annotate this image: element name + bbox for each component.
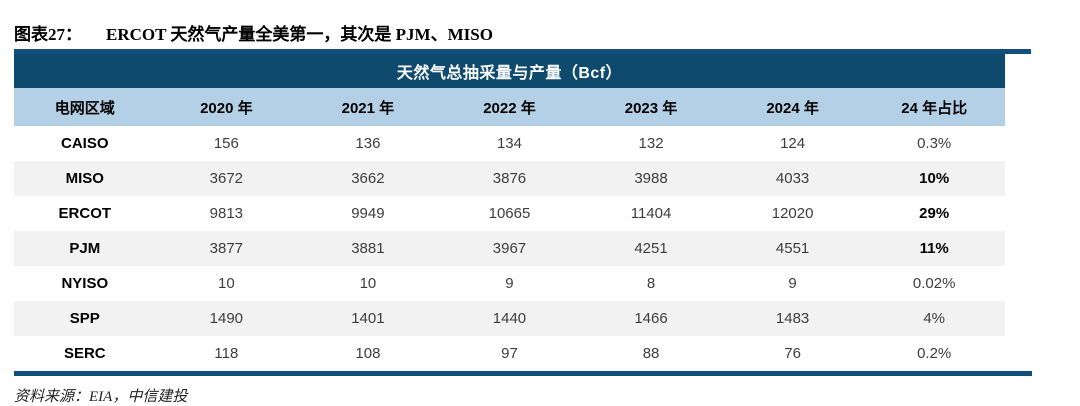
figure-title: 图表27： ERCOT 天然气产量全美第一，其次是 PJM、MISO — [14, 0, 1080, 49]
value-cell: 10665 — [488, 205, 531, 222]
value-cell: 10 — [218, 275, 235, 292]
value-cell: 3877 — [209, 240, 244, 257]
share-cell: 4% — [923, 310, 946, 327]
value-cell: 3988 — [634, 170, 668, 187]
value-cell: 108 — [355, 345, 381, 362]
bottom-divider-rule — [14, 371, 1032, 376]
value-cell: 1401 — [351, 310, 385, 327]
share-cell: 0.2% — [917, 345, 952, 362]
table-row-spp: SPP 1490 1401 1440 1466 1483 4% — [14, 301, 1005, 336]
value-cell: 9 — [788, 275, 797, 292]
share-cell: 0.3% — [917, 135, 952, 152]
value-cell: 3876 — [492, 170, 527, 187]
value-cell: 4551 — [775, 240, 810, 257]
column-header-2020: 2020 年 — [155, 88, 298, 126]
region-cell: CAISO — [61, 135, 109, 152]
value-cell: 88 — [642, 345, 660, 362]
value-cell: 11404 — [630, 205, 672, 222]
region-cell: MISO — [65, 170, 104, 187]
value-cell: 12020 — [771, 205, 814, 222]
table-row-ercot: ERCOT 9813 9949 10665 11404 12020 29% — [14, 196, 1005, 231]
share-cell: 29% — [919, 205, 950, 222]
value-cell: 3881 — [351, 240, 385, 257]
value-cell: 9 — [505, 275, 514, 292]
table-row-pjm: PJM 3877 3881 3967 4251 4551 11% — [14, 231, 1005, 266]
gas-production-table: 天然气总抽采量与产量（Bcf） 电网区域 2020 年 2021 年 2022 … — [14, 54, 1005, 371]
table-title: 天然气总抽采量与产量（Bcf） — [14, 54, 1005, 88]
value-cell: 1440 — [492, 310, 527, 327]
region-cell: SERC — [63, 345, 106, 362]
table-title-row: 天然气总抽采量与产量（Bcf） — [14, 54, 1005, 88]
share-cell: 11% — [919, 240, 949, 257]
value-cell: 1483 — [775, 310, 810, 327]
value-cell: 97 — [501, 345, 518, 362]
column-header-2022: 2022 年 — [438, 88, 581, 126]
region-cell: ERCOT — [58, 205, 112, 222]
column-header-region: 电网区域 — [14, 88, 156, 126]
region-cell: NYISO — [61, 275, 109, 292]
value-cell: 132 — [638, 135, 664, 152]
value-cell: 118 — [214, 345, 239, 362]
column-header-2021: 2021 年 — [297, 88, 439, 126]
table-row-serc: SERC 118 108 97 88 76 0.2% — [14, 336, 1005, 371]
value-cell: 124 — [780, 135, 806, 152]
value-cell: 9949 — [351, 205, 385, 222]
value-cell: 4251 — [634, 240, 668, 257]
column-header-row: 电网区域 2020 年 2021 年 2022 年 2023 年 2024 年 … — [14, 88, 1005, 126]
value-cell: 4033 — [775, 170, 810, 187]
value-cell: 1466 — [634, 310, 668, 327]
region-cell: SPP — [69, 310, 100, 327]
value-cell: 3662 — [351, 170, 385, 187]
top-divider-rule — [14, 49, 1031, 54]
table-row-caiso: CAISO 156 136 134 132 124 0.3% — [14, 126, 1005, 161]
table-row-nyiso: NYISO 10 10 9 8 9 0.02% — [14, 266, 1005, 301]
value-cell: 3967 — [492, 240, 527, 257]
column-header-2024: 2024 年 — [721, 88, 864, 126]
value-cell: 8 — [646, 275, 656, 292]
figure-number-label: 图表27： — [14, 24, 82, 44]
figure-title-text: ERCOT 天然气产量全美第一，其次是 PJM、MISO — [106, 24, 493, 44]
region-cell: PJM — [69, 240, 101, 257]
table-row-miso: MISO 3672 3662 3876 3988 4033 10% — [14, 161, 1005, 196]
value-cell: 3672 — [209, 170, 244, 187]
value-cell: 9813 — [209, 205, 244, 222]
share-cell: 10% — [919, 170, 950, 187]
value-cell: 10 — [359, 275, 377, 292]
value-cell: 134 — [496, 135, 522, 152]
source-note: 资料来源：EIA，中信建投 — [14, 389, 188, 405]
value-cell: 1490 — [209, 310, 244, 327]
column-header-2023: 2023 年 — [580, 88, 722, 126]
value-cell: 76 — [784, 345, 801, 362]
share-cell: 0.02% — [912, 275, 956, 292]
value-cell: 136 — [355, 135, 381, 152]
value-cell: 156 — [213, 135, 239, 152]
column-header-share: 24 年占比 — [863, 88, 1005, 126]
